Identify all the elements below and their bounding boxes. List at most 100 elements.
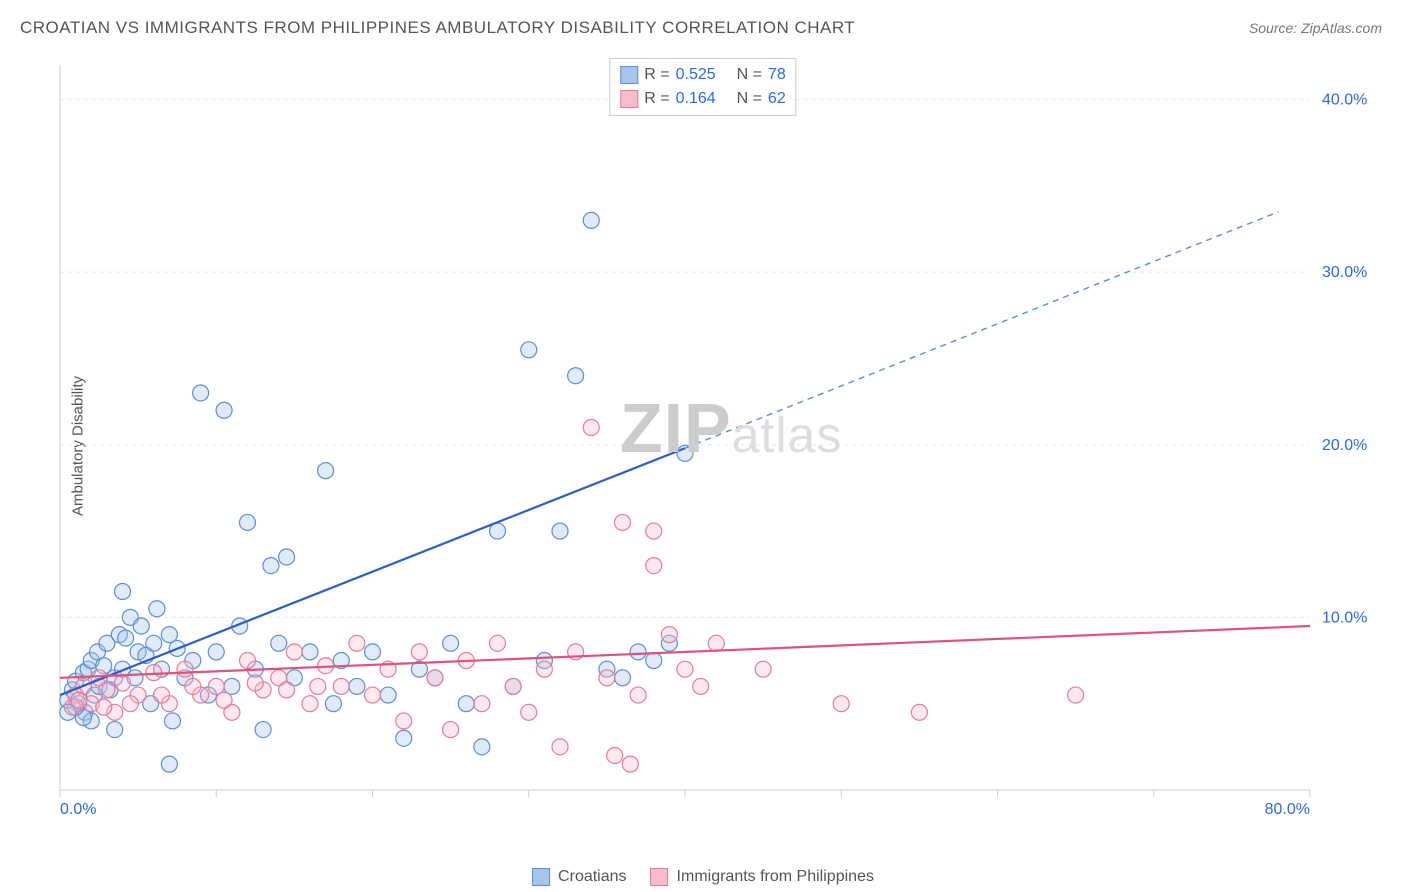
data-point-croatians xyxy=(263,558,279,574)
y-tick-label: 40.0% xyxy=(1322,92,1367,109)
data-point-philippines xyxy=(708,635,724,651)
data-point-croatians xyxy=(115,583,131,599)
data-point-croatians xyxy=(458,696,474,712)
data-point-croatians xyxy=(443,635,459,651)
data-point-philippines xyxy=(755,661,771,677)
legend-row-croatians: R = 0.525 N = 78 xyxy=(620,63,785,87)
data-point-croatians xyxy=(216,402,232,418)
data-point-philippines xyxy=(99,682,115,698)
data-point-croatians xyxy=(568,368,584,384)
data-point-philippines xyxy=(443,722,459,738)
swatch-philippines xyxy=(620,90,638,108)
data-point-philippines xyxy=(536,661,552,677)
data-point-philippines xyxy=(177,661,193,677)
r-label: R = xyxy=(644,63,669,87)
data-point-philippines xyxy=(490,635,506,651)
data-point-croatians xyxy=(630,644,646,660)
data-point-philippines xyxy=(646,523,662,539)
correlation-legend: R = 0.525 N = 78 R = 0.164 N = 62 xyxy=(609,58,796,116)
data-point-philippines xyxy=(240,653,256,669)
scatter-plot: 10.0%20.0%30.0%40.0%0.0%80.0% xyxy=(50,55,1380,830)
data-point-philippines xyxy=(333,678,349,694)
data-point-philippines xyxy=(349,635,365,651)
legend-label-croatians: Croatians xyxy=(558,868,626,886)
data-point-croatians xyxy=(325,696,341,712)
data-point-philippines xyxy=(661,627,677,643)
data-point-philippines xyxy=(247,675,263,691)
legend-row-philippines: R = 0.164 N = 62 xyxy=(620,87,785,111)
data-point-philippines xyxy=(693,678,709,694)
data-point-philippines xyxy=(71,692,87,708)
data-point-philippines xyxy=(622,756,638,772)
n-value-croatians: 78 xyxy=(768,63,786,87)
data-point-croatians xyxy=(583,212,599,228)
data-point-philippines xyxy=(365,687,381,703)
x-tick-label: 80.0% xyxy=(1265,801,1310,818)
data-point-croatians xyxy=(107,722,123,738)
data-point-croatians xyxy=(165,713,181,729)
data-point-croatians xyxy=(161,756,177,772)
source-attribution: Source: ZipAtlas.com xyxy=(1249,20,1382,36)
x-tick-label: 0.0% xyxy=(60,801,96,818)
data-point-philippines xyxy=(286,644,302,660)
data-point-philippines xyxy=(427,670,443,686)
data-point-philippines xyxy=(216,692,232,708)
r-label: R = xyxy=(644,87,669,111)
data-point-philippines xyxy=(599,670,615,686)
data-point-philippines xyxy=(302,696,318,712)
data-point-croatians xyxy=(474,739,490,755)
n-label: N = xyxy=(737,87,762,111)
data-point-croatians xyxy=(208,644,224,660)
data-point-philippines xyxy=(646,558,662,574)
trend-line-dashed-croatians xyxy=(685,212,1279,448)
r-value-philippines: 0.164 xyxy=(676,87,716,111)
data-point-philippines xyxy=(833,696,849,712)
r-value-croatians: 0.525 xyxy=(676,63,716,87)
data-point-philippines xyxy=(911,704,927,720)
series-legend: Croatians Immigrants from Philippines xyxy=(532,868,874,886)
data-point-philippines xyxy=(115,675,131,691)
data-point-croatians xyxy=(279,549,295,565)
data-point-croatians xyxy=(255,722,271,738)
n-label: N = xyxy=(737,63,762,87)
data-point-croatians xyxy=(365,644,381,660)
data-point-philippines xyxy=(1068,687,1084,703)
data-point-croatians xyxy=(193,385,209,401)
data-point-croatians xyxy=(146,635,162,651)
data-point-philippines xyxy=(122,696,138,712)
n-value-philippines: 62 xyxy=(768,87,786,111)
data-point-croatians xyxy=(318,463,334,479)
data-point-philippines xyxy=(552,739,568,755)
legend-item-croatians: Croatians xyxy=(532,868,626,886)
data-point-philippines xyxy=(185,678,201,694)
data-point-philippines xyxy=(630,687,646,703)
data-point-croatians xyxy=(133,618,149,634)
data-point-croatians xyxy=(646,653,662,669)
data-point-croatians xyxy=(118,630,134,646)
data-point-philippines xyxy=(505,678,521,694)
y-tick-label: 10.0% xyxy=(1322,609,1367,626)
data-point-philippines xyxy=(96,699,112,715)
data-point-croatians xyxy=(615,670,631,686)
data-point-philippines xyxy=(310,678,326,694)
data-point-philippines xyxy=(411,644,427,660)
data-point-croatians xyxy=(380,687,396,703)
data-point-croatians xyxy=(271,635,287,651)
data-point-croatians xyxy=(552,523,568,539)
data-point-philippines xyxy=(154,687,170,703)
data-point-philippines xyxy=(677,661,693,677)
data-point-philippines xyxy=(396,713,412,729)
data-point-philippines xyxy=(279,682,295,698)
data-point-philippines xyxy=(583,420,599,436)
data-point-philippines xyxy=(607,747,623,763)
data-point-philippines xyxy=(474,696,490,712)
swatch-croatians xyxy=(532,868,550,886)
data-point-croatians xyxy=(240,514,256,530)
data-point-croatians xyxy=(349,678,365,694)
data-point-philippines xyxy=(521,704,537,720)
legend-item-philippines: Immigrants from Philippines xyxy=(651,868,874,886)
chart-title: CROATIAN VS IMMIGRANTS FROM PHILIPPINES … xyxy=(20,18,855,38)
data-point-croatians xyxy=(302,644,318,660)
swatch-philippines xyxy=(651,868,669,886)
data-point-croatians xyxy=(396,730,412,746)
